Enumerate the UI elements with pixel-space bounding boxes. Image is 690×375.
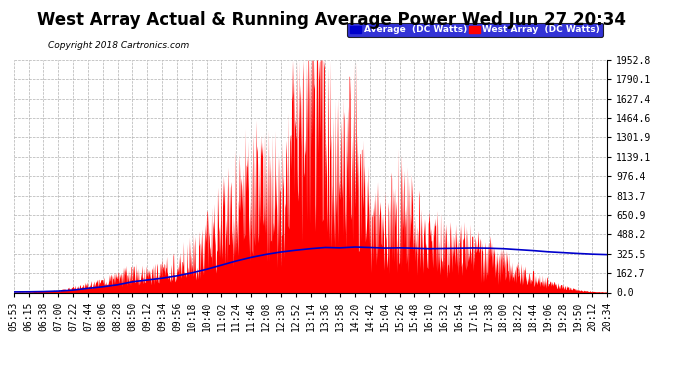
Text: West Array Actual & Running Average Power Wed Jun 27 20:34: West Array Actual & Running Average Powe… [37,11,626,29]
Legend: Average  (DC Watts), West Array  (DC Watts): Average (DC Watts), West Array (DC Watts… [347,22,602,37]
Text: Copyright 2018 Cartronics.com: Copyright 2018 Cartronics.com [48,41,190,50]
